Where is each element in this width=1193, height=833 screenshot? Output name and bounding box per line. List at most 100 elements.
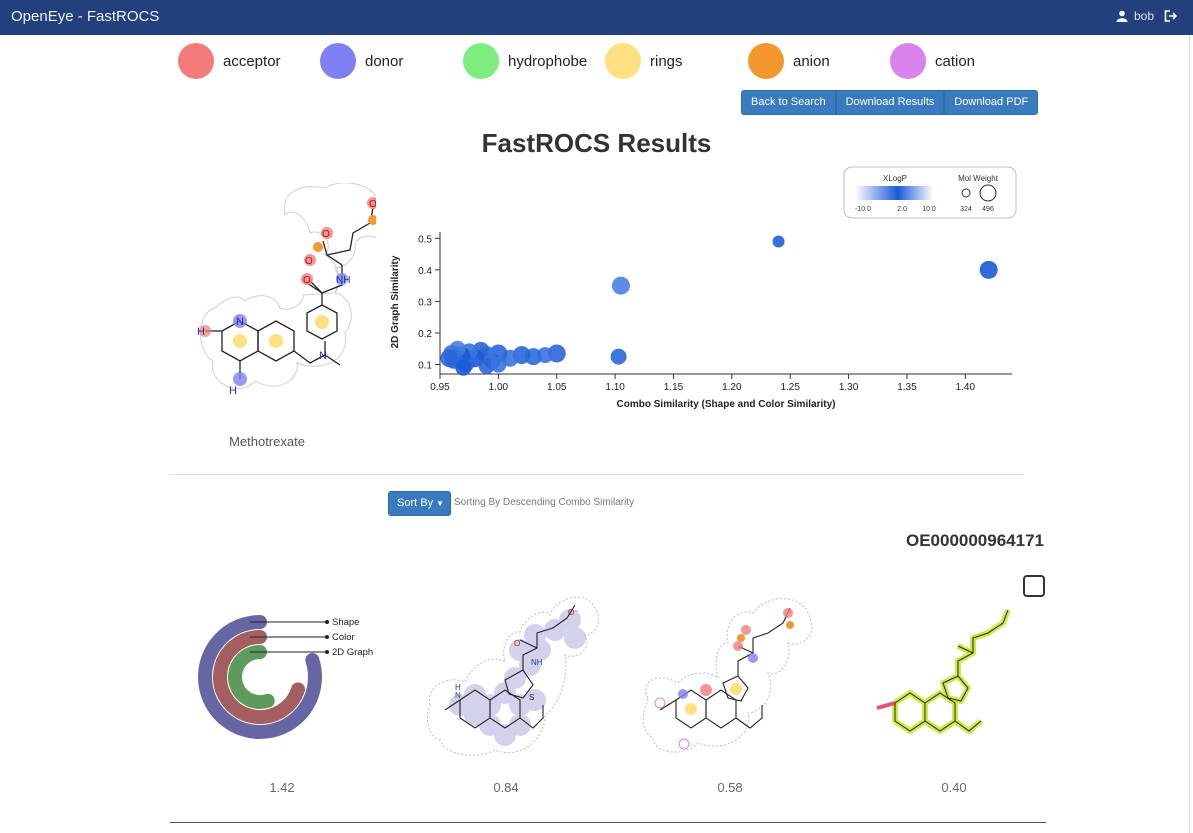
download-pdf-button[interactable]: Download PDF <box>944 90 1039 115</box>
atom-label: NH <box>531 658 543 667</box>
x-tick-label: 1.00 <box>489 382 509 393</box>
scatter-point[interactable] <box>979 260 998 279</box>
page-border <box>1189 35 1190 833</box>
feature-cation: cation <box>890 43 975 79</box>
y-tick-label: 0.4 <box>418 266 432 277</box>
atom-label: H <box>455 683 461 692</box>
legend-size-title: Mol Weight <box>958 174 999 183</box>
logout-icon[interactable] <box>1164 10 1177 22</box>
feature-acceptor: acceptor <box>178 43 281 79</box>
xlogp-gradient <box>855 186 933 200</box>
scatter-point[interactable] <box>455 359 472 376</box>
atom-label: O⁻ <box>568 608 578 617</box>
feature-anion: anion <box>748 43 830 79</box>
score-graph: 0.40 <box>941 780 967 795</box>
legend-color-tick: 2.0 <box>897 206 907 213</box>
query-molecule-name: Methotrexate <box>229 434 305 449</box>
similarity-scatter-plot[interactable]: XLogP -10.0 2.0 10.0 Mol Weight 324 496 … <box>385 160 1025 415</box>
feature-label: rings <box>650 52 683 70</box>
feature-hydrophobe: hydrophobe <box>463 43 587 79</box>
scatter-points[interactable] <box>440 235 998 376</box>
scatter-point[interactable] <box>490 356 507 373</box>
sort-by-label: Sort By <box>397 497 434 509</box>
graph-arc <box>228 645 275 709</box>
result-divider <box>170 822 1046 823</box>
legend-size-large <box>979 184 997 202</box>
x-tick-label: 1.30 <box>839 382 859 393</box>
atom-label: H <box>197 326 205 338</box>
user-icon <box>1116 10 1128 22</box>
sort-description: Sorting By Descending Combo Similarity <box>454 497 635 508</box>
feature-rings: rings <box>605 43 683 79</box>
graph-overlay-depiction <box>876 608 1011 734</box>
y-axis-label: 2D Graph Similarity <box>390 255 401 348</box>
scatter-point[interactable] <box>610 348 627 365</box>
feature-label: hydrophobe <box>508 52 588 70</box>
page-title: FastROCS Results <box>481 128 712 158</box>
plot-legend: XLogP -10.0 2.0 10.0 Mol Weight 324 496 <box>843 166 1017 219</box>
legend-color-tick: -10.0 <box>855 206 871 213</box>
acceptor-swatch <box>178 43 214 79</box>
radial-similarity-chart: Shape Color 2D Graph <box>198 615 373 739</box>
x-tick-label: 1.20 <box>722 382 742 393</box>
legend-color-title: XLogP <box>883 174 907 183</box>
scatter-point[interactable] <box>611 276 630 295</box>
scatter-point[interactable] <box>478 358 495 375</box>
feature-label: acceptor <box>223 52 281 70</box>
x-ticks: 0.95 1.00 1.05 1.10 1.15 1.20 1.25 1.30 1.35 1.40 <box>430 374 975 393</box>
x-tick-label: 1.25 <box>780 382 800 393</box>
atom-label: O <box>305 256 313 267</box>
app-title[interactable]: OpenEye - FastROCS <box>11 8 160 25</box>
y-tick-label: 0.1 <box>418 361 432 372</box>
download-results-button[interactable]: Download Results <box>835 90 945 115</box>
atom-label: N <box>319 350 327 362</box>
radial-label-shape: Shape <box>332 617 359 628</box>
y-tick-label: 0.3 <box>418 297 432 308</box>
hydrophobe-swatch <box>463 43 499 79</box>
legend-size-tick: 496 <box>982 206 994 213</box>
legend-size-small <box>961 188 971 198</box>
query-molecule-depiction: H N H N NH O O O O <box>197 183 377 397</box>
feature-label: cation <box>935 52 976 70</box>
x-tick-label: 1.40 <box>956 382 976 393</box>
atom-label: O <box>303 275 311 286</box>
atom-label: NH <box>336 275 350 286</box>
color-overlay-depiction <box>642 598 813 753</box>
score-color: 0.58 <box>717 780 743 795</box>
x-tick-label: 1.10 <box>605 382 625 393</box>
cation-swatch <box>890 43 926 79</box>
donor-swatch <box>320 43 356 79</box>
atom-label: H <box>229 385 237 397</box>
x-tick-label: 0.95 <box>430 382 450 393</box>
legend-size-tick: 324 <box>960 206 972 213</box>
atom-label: O <box>322 229 330 240</box>
shape-arc <box>198 615 322 739</box>
atom-label: O <box>514 639 520 648</box>
y-tick-label: 0.2 <box>418 329 432 340</box>
result-select-checkbox[interactable] <box>1023 575 1045 597</box>
x-tick-label: 1.05 <box>547 382 567 393</box>
back-to-search-button[interactable]: Back to Search <box>741 90 836 115</box>
x-axis-label: Combo Similarity (Shape and Color Simila… <box>617 399 836 410</box>
y-ticks: 0.1 0.2 0.3 0.4 0.5 <box>418 234 440 372</box>
y-tick-label: 0.5 <box>418 234 432 245</box>
x-tick-label: 1.15 <box>664 382 684 393</box>
scatter-point[interactable] <box>440 349 459 368</box>
username[interactable]: bob <box>1133 9 1154 23</box>
navbar: OpenEye - FastROCS bob <box>0 0 1193 35</box>
scatter-point[interactable] <box>772 235 785 248</box>
atom-label: O <box>369 199 377 210</box>
anion-swatch <box>748 43 784 79</box>
color-arc <box>213 630 306 724</box>
score-combo: 1.42 <box>269 780 295 795</box>
atom-label: N <box>236 316 244 328</box>
result-id: OE000000964171 <box>905 531 1044 550</box>
legend-color-tick: 10.0 <box>922 206 936 213</box>
x-tick-label: 1.35 <box>897 382 917 393</box>
atom-label: N <box>455 691 461 700</box>
caret-down-icon: ▼ <box>436 499 445 508</box>
atom-label: S <box>529 693 534 702</box>
sort-by-dropdown[interactable]: Sort By ▼ <box>388 491 451 516</box>
molecule-surface <box>200 183 376 389</box>
feature-label: anion <box>793 52 830 70</box>
